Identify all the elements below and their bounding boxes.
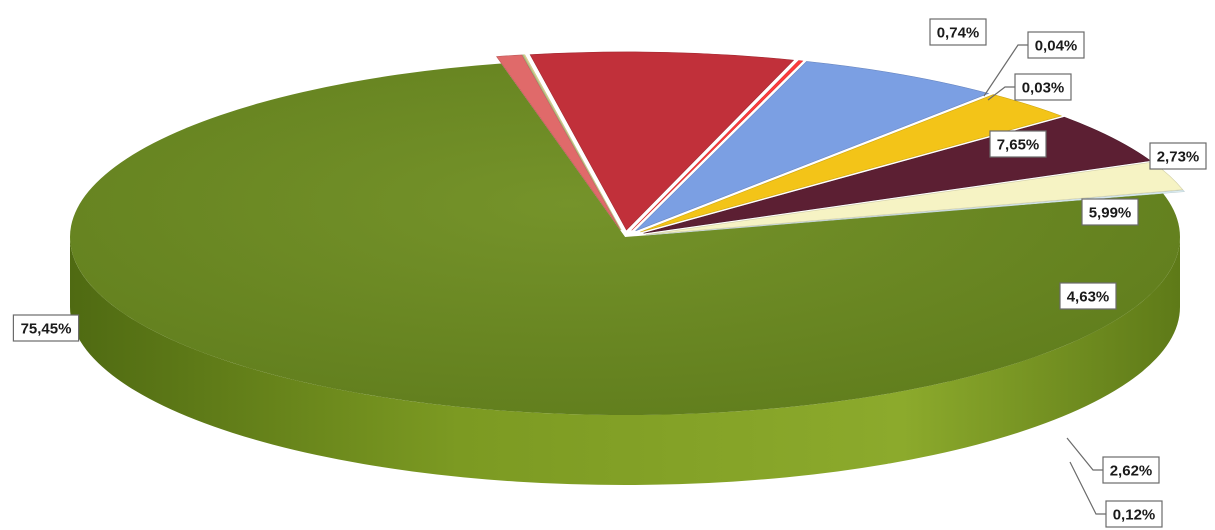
pie-slice-3 (523, 54, 622, 231)
data-labels: 75,45% 0,74% 0,04% 0,03% 7,65% 5,99% 2,73% 4,63… (12, 18, 1207, 528)
data-label-box-2 (1027, 31, 1085, 59)
leader-lines (983, 44, 1106, 515)
data-label-10: 0,12% (1113, 507, 1156, 524)
leader-line-3 (987, 86, 1015, 101)
data-label-8: 4,63% (1067, 289, 1110, 306)
data-label-0: 75,45% (21, 321, 72, 338)
data-label-box-4 (989, 130, 1047, 158)
pie-slice-4 (529, 51, 795, 231)
pie-slice-5 (631, 60, 804, 231)
data-label-box-6 (1081, 198, 1139, 226)
data-label-7: 2,73% (1157, 149, 1200, 166)
pie-slice-10 (646, 189, 1185, 236)
data-label-box-0 (12, 314, 80, 342)
data-label-box-3 (1014, 73, 1072, 101)
data-label-1: 0,74% (937, 25, 980, 42)
pie-slice-side-0 (70, 237, 1180, 485)
pie-slice-1 (496, 54, 621, 231)
data-label-box-1 (929, 18, 987, 46)
data-label-4: 7,65% (997, 137, 1040, 154)
leader-line-9 (1066, 437, 1103, 471)
data-label-box-7 (1149, 142, 1207, 170)
pie-slice-7 (640, 94, 1063, 233)
leader-line-10 (1069, 461, 1106, 515)
data-label-2: 0,04% (1035, 38, 1078, 55)
pie-slice-6 (635, 61, 990, 232)
data-label-box-10 (1105, 500, 1163, 528)
pie-slices (70, 51, 1185, 485)
leader-line-2 (983, 44, 1028, 97)
data-label-box-9 (1102, 456, 1160, 484)
pie-slice-0 (70, 63, 1181, 415)
data-label-6: 5,99% (1089, 205, 1132, 222)
data-label-3: 0,03% (1022, 80, 1065, 97)
data-label-9: 2,62% (1110, 463, 1153, 480)
data-label-box-8 (1059, 282, 1117, 310)
